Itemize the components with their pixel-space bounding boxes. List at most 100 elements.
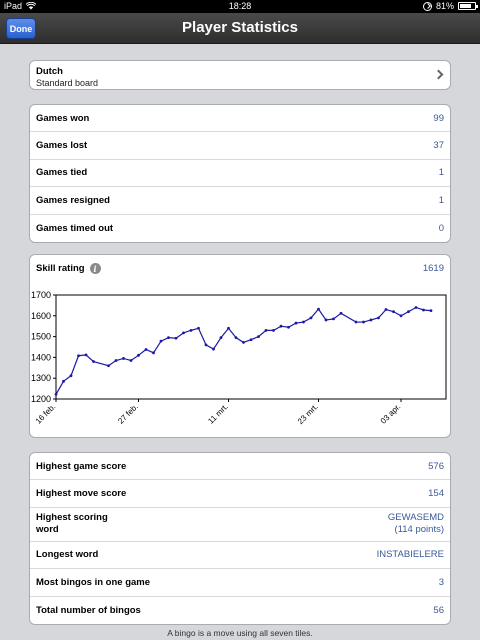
battery-icon — [458, 2, 478, 10]
skill-rating-point — [182, 331, 185, 335]
skill-rating-point — [219, 336, 223, 340]
chevron-right-icon — [433, 69, 444, 80]
stat-value: 56 — [433, 604, 444, 616]
skill-rating-point — [249, 338, 253, 342]
skill-rating-point — [392, 310, 395, 314]
skill-rating-point — [159, 339, 163, 343]
y-tick-label: 1200 — [31, 394, 51, 404]
stat-value: 3 — [438, 576, 444, 588]
skill-rating-point — [399, 314, 403, 318]
skill-rating-point — [362, 320, 365, 324]
skill-rating-point — [429, 309, 433, 312]
stat-value: 1 — [438, 167, 444, 179]
stat-label: Games tied — [36, 167, 88, 179]
language-board-selector[interactable]: Dutch Standard board — [29, 60, 451, 90]
skill-rating-point — [332, 317, 335, 321]
board-type: Standard board — [36, 78, 99, 88]
score-stats-group: Highest game score 576 Highest move scor… — [29, 452, 451, 625]
done-button[interactable]: Done — [6, 18, 36, 39]
stat-row-highest-move-score: Highest move score 154 — [30, 480, 450, 508]
skill-rating-point — [77, 354, 80, 358]
stat-label: Total number of bingos — [36, 604, 141, 616]
stat-value: 1 — [438, 194, 444, 206]
skill-rating-card: Skill rating i 1619 1200 1300 1400 1500 1600… — [29, 254, 451, 438]
skill-rating-point — [227, 326, 230, 330]
skill-rating-point — [152, 351, 155, 355]
y-tick-label: 1700 — [31, 290, 51, 300]
status-bar: iPad 18:28 81% — [0, 0, 480, 13]
skill-rating-point — [92, 360, 95, 363]
x-tick-label: 23 mrt. — [296, 402, 320, 426]
stat-label: Most bingos in one game — [36, 576, 151, 588]
x-tick-label: 03 apr. — [379, 402, 403, 426]
skill-rating-point — [309, 316, 313, 320]
stat-row-games-timed-out: Games timed out 0 — [30, 215, 450, 242]
skill-rating-point — [272, 328, 275, 332]
y-tick-label: 1600 — [31, 311, 51, 321]
content-area[interactable]: Dutch Standard board Games won 99 Games … — [0, 44, 480, 640]
skill-rating-point — [369, 318, 373, 322]
battery-percent: 81% — [435, 1, 454, 11]
skill-rating-point — [257, 335, 260, 338]
x-tick-label: 11 mrt. — [206, 402, 230, 426]
stat-label: Games timed out — [36, 222, 114, 234]
y-tick-label: 1500 — [31, 332, 51, 342]
stat-label: Games resigned — [36, 194, 110, 206]
skill-rating-point — [317, 307, 320, 311]
skill-rating-point — [339, 311, 343, 315]
skill-rating-point — [204, 343, 208, 347]
skill-rating-point — [137, 353, 140, 357]
y-tick-label: 1400 — [31, 352, 51, 362]
stat-row-most-bingos: Most bingos in one game 3 — [30, 569, 450, 597]
skill-rating-point — [302, 320, 305, 324]
stat-row-games-won: Games won 99 — [30, 105, 450, 133]
stat-row-highest-scoring-word: Highest scoring word GEWASEMD (114 point… — [30, 508, 450, 542]
skill-rating-point — [384, 308, 388, 311]
info-icon[interactable]: i — [89, 263, 101, 274]
page-title: Player Statistics — [182, 19, 298, 36]
x-tick-label: 27 feb. — [116, 402, 140, 426]
skill-rating-point — [414, 306, 418, 309]
skill-rating-point — [407, 310, 410, 314]
clock: 18:28 — [228, 1, 252, 11]
skill-rating-point — [279, 324, 283, 328]
games-stats-group: Games won 99 Games lost 37 Games tied 1 … — [29, 104, 451, 243]
skill-rating-point — [54, 393, 58, 396]
stat-value: 0 — [438, 222, 444, 234]
skill-rating-point — [174, 336, 178, 340]
skill-rating-point — [422, 308, 425, 312]
stat-value: 576 — [428, 460, 444, 472]
skill-rating-point — [62, 379, 65, 383]
skill-rating-chart: 1200 1300 1400 1500 1600 1700 16 feb. 27 feb. 11… — [31, 290, 447, 426]
stat-value: 154 — [428, 488, 444, 500]
stat-label: Games won — [36, 112, 90, 124]
stat-value: 37 — [433, 140, 444, 152]
stat-row-longest-word: Longest word INSTABIELERE — [30, 542, 450, 570]
skill-rating-point — [144, 348, 148, 351]
skill-rating-point — [264, 328, 268, 332]
stat-label: Longest word — [36, 549, 99, 561]
skill-rating-point — [69, 374, 73, 378]
stat-row-games-tied: Games tied 1 — [30, 160, 450, 188]
skill-rating-point — [197, 326, 200, 330]
stat-row-total-bingos: Total number of bingos 56 — [30, 597, 450, 624]
highest-word: GEWASEMD — [387, 512, 444, 524]
skill-rating-point — [107, 364, 110, 368]
skill-rating-value: 1619 — [422, 263, 444, 274]
skill-rating-point — [114, 359, 118, 362]
y-tick-label: 1300 — [31, 373, 51, 383]
skill-rating-point — [234, 336, 238, 340]
language-name: Dutch — [36, 66, 63, 77]
stat-label: Highest scoring word — [36, 512, 108, 536]
stat-value: 99 — [433, 112, 444, 124]
stat-value: INSTABIELERE — [376, 549, 444, 561]
plot-area — [55, 294, 447, 400]
stat-label: Highest move score — [36, 488, 127, 500]
skill-rating-point — [242, 341, 245, 344]
skill-rating-point — [189, 328, 193, 332]
rotation-lock-icon — [422, 1, 432, 11]
skill-rating-label: Skill rating — [36, 263, 85, 274]
skill-rating-point — [354, 320, 358, 324]
stat-label: Highest game score — [36, 460, 127, 472]
skill-rating-point — [377, 316, 380, 320]
